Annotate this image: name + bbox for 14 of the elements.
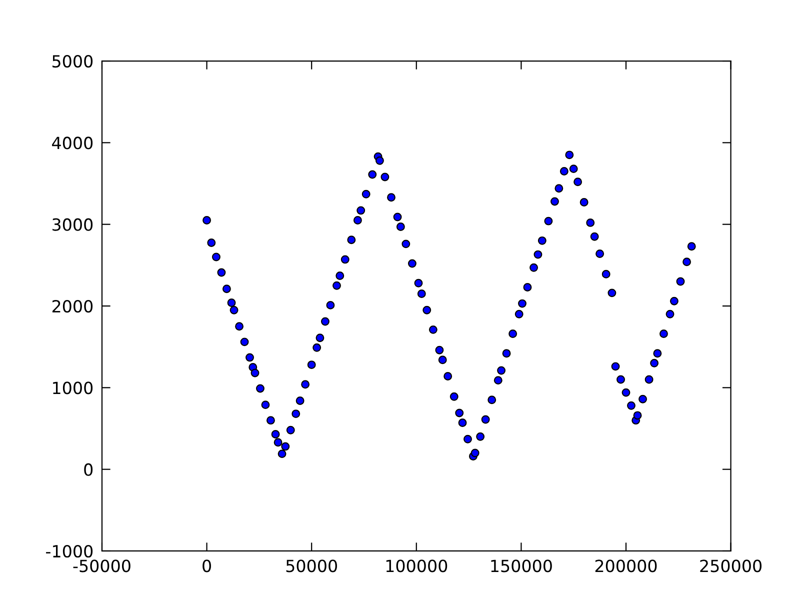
y-tick-label: 2000 — [52, 300, 93, 313]
x-tick-label: 250000 — [700, 560, 762, 572]
y-tick-label: -1000 — [46, 544, 93, 558]
x-tick-label: 100000 — [386, 560, 448, 572]
x-tick-label: 200000 — [595, 560, 657, 572]
y-tick-label: 3000 — [52, 218, 93, 231]
y-tick-label: 0 — [84, 463, 93, 476]
x-tick-label: -50000 — [73, 560, 130, 572]
x-tick-label: 50000 — [286, 560, 337, 572]
y-tick-label: 4000 — [52, 136, 93, 150]
x-tick-label: 150000 — [491, 560, 552, 572]
y-tick-label: 5000 — [52, 54, 93, 68]
y-tick-label: 1000 — [53, 382, 93, 394]
x-tick-label: 0 — [202, 560, 211, 572]
